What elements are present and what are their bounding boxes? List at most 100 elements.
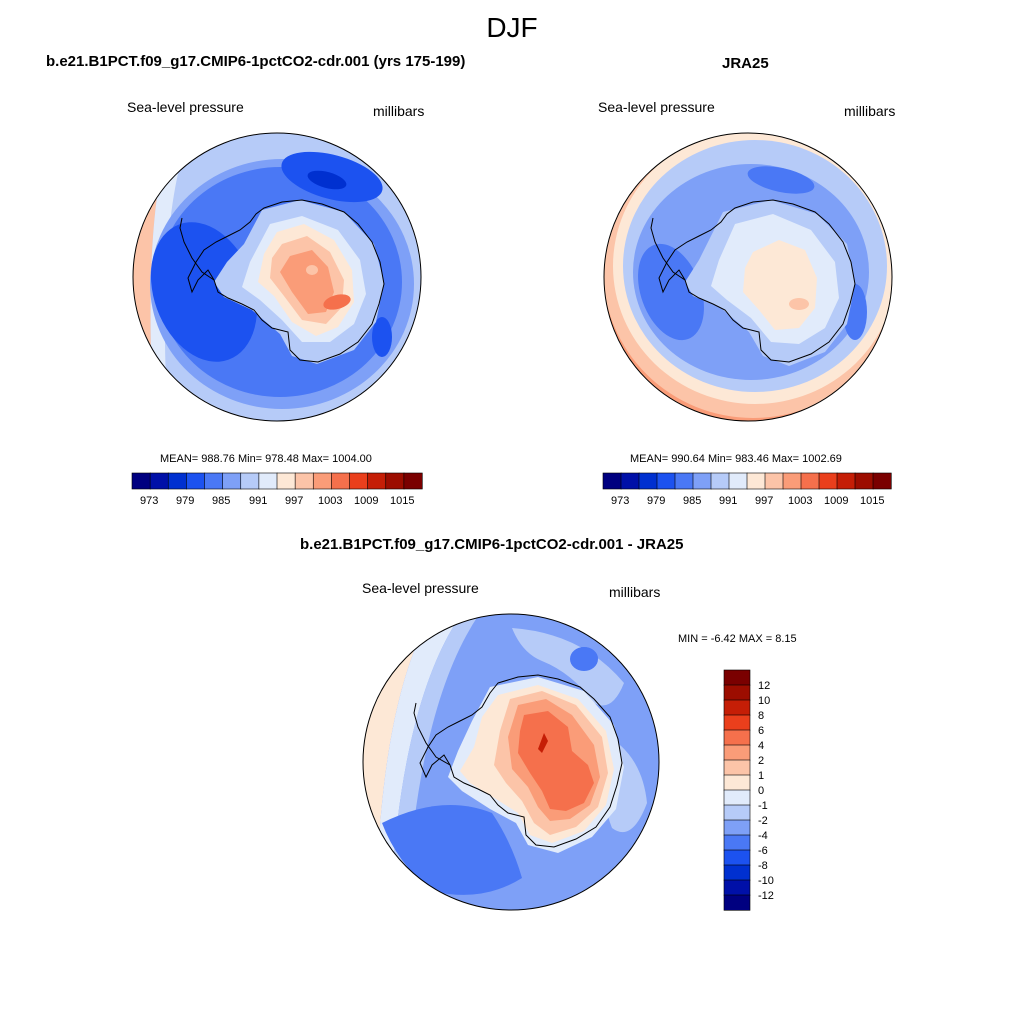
panel2-units-label: millibars xyxy=(844,103,896,119)
panel3-diff-5 xyxy=(518,711,594,811)
panel3-tick-6: 1 xyxy=(758,770,765,782)
panel3-tick-12: -8 xyxy=(758,860,768,872)
panel3-colorbar-bin-14 xyxy=(723,879,751,896)
panel1-tick-5: 1003 xyxy=(318,495,343,507)
panel1-tick-6: 1009 xyxy=(354,495,379,507)
panel3-tick-1: 10 xyxy=(758,695,771,707)
panel1-colorbar xyxy=(131,472,423,490)
panel2-colorbar-bin-4 xyxy=(674,472,694,490)
panel1-colorbar-bin-8 xyxy=(276,472,296,490)
panel1-tick-2: 985 xyxy=(212,495,231,507)
panel3-tick-10: -4 xyxy=(758,830,768,842)
panel2-colorbar-bin-3 xyxy=(656,472,676,490)
panel2-colorbar-bin-8 xyxy=(746,472,766,490)
panel3-tick-11: -6 xyxy=(758,845,768,857)
panel2-colorbar-bin-6 xyxy=(710,472,730,490)
panel1-colorbar-bin-11 xyxy=(331,472,351,490)
panel1-colorbar-bin-6 xyxy=(240,472,260,490)
panel2-peninsula xyxy=(650,217,686,281)
panel2-tick-6: 1009 xyxy=(824,495,849,507)
panel3-tick-2: 8 xyxy=(758,710,765,722)
panel1-map-border xyxy=(132,132,422,422)
panel1-variable-label: Sea-level pressure xyxy=(127,99,244,115)
panel3-colorbar-bin-9 xyxy=(723,804,751,821)
panel1-tick-0: 973 xyxy=(140,495,159,507)
panel2-tick-4: 997 xyxy=(755,495,774,507)
panel3-tick-13: -10 xyxy=(758,875,774,887)
panel3-tick-7: 0 xyxy=(758,785,765,797)
panel1-units-label: millibars xyxy=(373,103,425,119)
panel1-colorbar-bin-13 xyxy=(367,472,387,490)
panel2-colorbar-bin-5 xyxy=(692,472,712,490)
panel3-colorbar-bin-7 xyxy=(723,774,751,791)
panel1-colorbar-bin-2 xyxy=(167,472,187,490)
panel3-peninsula xyxy=(413,702,451,766)
panel1-colorbar-bin-3 xyxy=(186,472,206,490)
panel1-peninsula xyxy=(179,217,215,281)
panel3-title: b.e21.B1PCT.f09_g17.CMIP6-1pctCO2-cdr.00… xyxy=(300,536,684,553)
panel2-tick-1: 979 xyxy=(647,495,666,507)
panel1-stats: MEAN= 988.76 Min= 978.48 Max= 1004.00 xyxy=(160,453,372,465)
panel1-colorbar-bin-12 xyxy=(349,472,369,490)
panel3-tick-3: 6 xyxy=(758,725,765,737)
panel2-colorbar-bin-1 xyxy=(620,472,640,490)
panel2-colorbar xyxy=(602,472,892,490)
panel2-high-2 xyxy=(789,298,809,310)
panel3-tick-14: -12 xyxy=(758,890,774,902)
panel3-tick-0: 12 xyxy=(758,680,771,692)
panel2-stats: MEAN= 990.64 Min= 983.46 Max= 1002.69 xyxy=(630,453,842,465)
panel2-variable-label: Sea-level pressure xyxy=(598,99,715,115)
panel1-high-3 xyxy=(280,250,334,314)
panel2-tick-5: 1003 xyxy=(788,495,813,507)
panel2-colorbar-bin-10 xyxy=(782,472,802,490)
panel3-colorbar-bin-4 xyxy=(723,729,751,746)
panel3-low-south xyxy=(382,805,522,895)
panel2-polar-map xyxy=(603,132,893,422)
panel3-low-north-ring xyxy=(512,628,624,706)
panel3-colorbar-bin-6 xyxy=(723,759,751,776)
panel3-colorbar-bin-11 xyxy=(723,834,751,851)
panel1-polar-map xyxy=(132,132,422,422)
panel3-coastline xyxy=(419,674,623,848)
panel3-colorbar-bin-5 xyxy=(723,744,751,761)
panel1-colorbar-bin-5 xyxy=(222,472,242,490)
panel3-low-north-core xyxy=(570,647,598,671)
panel1-colorbar-bin-15 xyxy=(403,472,423,490)
panel2-tick-7: 1015 xyxy=(860,495,885,507)
panel2-colorbar-bin-13 xyxy=(836,472,856,490)
panel1-high-dot xyxy=(306,265,318,275)
panel2-colorbar-bin-14 xyxy=(854,472,874,490)
panel3-colorbar-bin-15 xyxy=(723,894,751,911)
panel3-variable-label: Sea-level pressure xyxy=(362,580,479,596)
panel1-colorbar-bin-0 xyxy=(131,472,151,490)
panel2-colorbar-bin-11 xyxy=(800,472,820,490)
panel3-map-border xyxy=(362,613,660,911)
panel3-units-label: millibars xyxy=(609,584,661,600)
panel1-low-north-core xyxy=(307,170,347,190)
panel1-high-core xyxy=(323,294,351,310)
panel2-map-border xyxy=(603,132,893,422)
panel1-colorbar-bin-4 xyxy=(204,472,224,490)
panel2-colorbar-bin-15 xyxy=(872,472,892,490)
panel1-tick-7: 1015 xyxy=(390,495,415,507)
panel3-colorbar-bin-2 xyxy=(723,699,751,716)
panel2-title: JRA25 xyxy=(722,55,769,72)
panel3-colorbar-bin-8 xyxy=(723,789,751,806)
panel2-low-north xyxy=(747,166,815,194)
panel1-tick-3: 991 xyxy=(249,495,268,507)
panel2-colorbar-bin-9 xyxy=(764,472,784,490)
panel1-colorbar-bin-1 xyxy=(149,472,169,490)
panel1-colorbar-bin-9 xyxy=(294,472,314,490)
panel2-colorbar-bin-12 xyxy=(818,472,838,490)
panel3-colorbar-bin-10 xyxy=(723,819,751,836)
panel1-tick-4: 997 xyxy=(285,495,304,507)
panel1-coastline xyxy=(187,199,385,363)
panel3-colorbar-bin-3 xyxy=(723,714,751,731)
panel3-colorbar-bin-13 xyxy=(723,864,751,881)
panel3-tick-5: 2 xyxy=(758,755,765,767)
panel3-tick-4: 4 xyxy=(758,740,765,752)
panel1-west-edge-band-inner xyxy=(150,133,190,421)
panel3-stats: MIN = -6.42 MAX = 8.15 xyxy=(678,633,797,645)
panel2-coastline xyxy=(658,199,856,363)
panel2-colorbar-bin-7 xyxy=(728,472,748,490)
